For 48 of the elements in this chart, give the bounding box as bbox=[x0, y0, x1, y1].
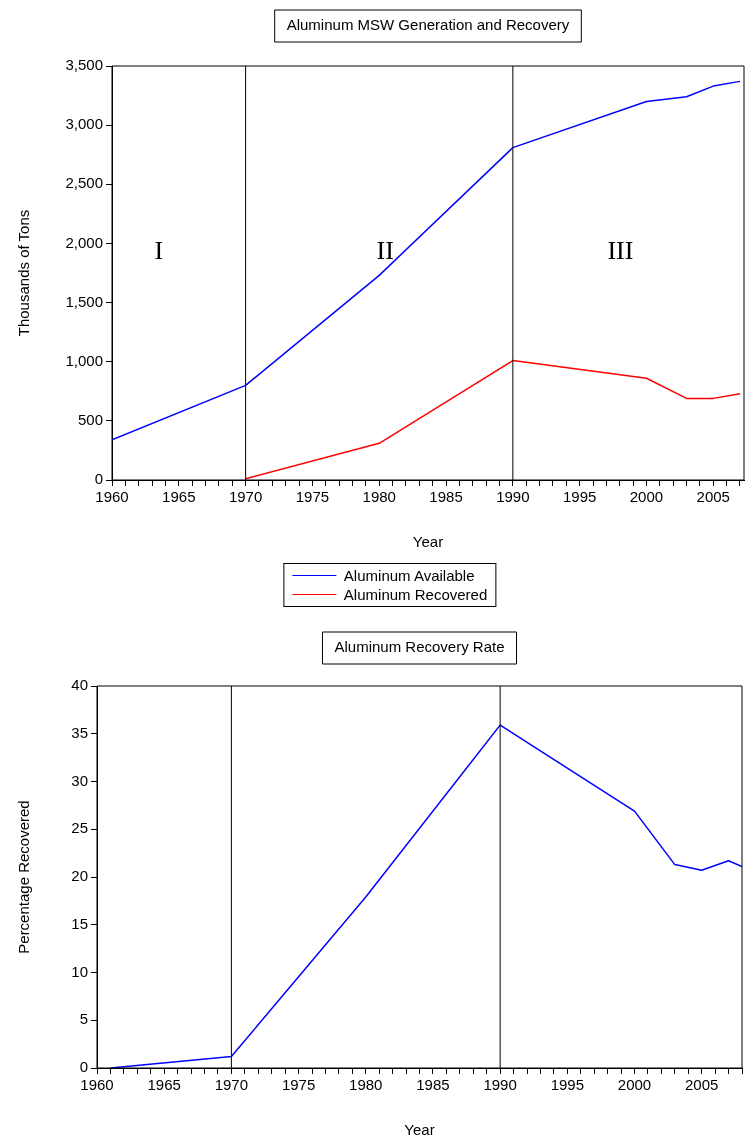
x-tick-label: 1975 bbox=[281, 1076, 316, 1094]
x-tick-label: 1990 bbox=[483, 1076, 517, 1094]
y-tick-label: 3,000 bbox=[65, 115, 103, 133]
x-tick-label: 1995 bbox=[562, 488, 597, 506]
annotation: II bbox=[376, 236, 394, 266]
y-tick-label: 0 bbox=[79, 1058, 88, 1076]
y-tick-label: 35 bbox=[71, 723, 88, 741]
y-tick-label: 40 bbox=[71, 676, 88, 694]
x-tick-label: 2000 bbox=[629, 488, 664, 506]
y-tick-label: 1,500 bbox=[65, 292, 103, 310]
x-tick-label: 2005 bbox=[696, 488, 730, 506]
legend-label: Aluminum Recovered bbox=[343, 585, 488, 604]
x-tick-label: 1965 bbox=[147, 1076, 181, 1094]
y-tick-label: 500 bbox=[77, 411, 103, 428]
y-axis-title: Percentage Recovered bbox=[15, 800, 33, 954]
annotation: I bbox=[154, 236, 164, 266]
x-tick-label: 1980 bbox=[362, 488, 396, 506]
x-tick-label: 1960 bbox=[95, 488, 129, 506]
x-axis-title: Year bbox=[404, 1121, 435, 1139]
legend-label: Aluminum Available bbox=[343, 566, 475, 585]
x-tick-label: 1970 bbox=[228, 488, 263, 506]
x-tick-label: 1990 bbox=[496, 488, 530, 506]
chart-title: Aluminum Recovery Rate bbox=[334, 638, 505, 656]
chart-title: Aluminum MSW Generation and Recovery bbox=[286, 16, 570, 34]
x-tick-label: 1995 bbox=[550, 1076, 584, 1094]
x-tick-label: 1985 bbox=[429, 488, 463, 506]
y-tick-label: 3,500 bbox=[65, 56, 103, 74]
x-axis-title: Year bbox=[412, 533, 444, 551]
x-tick-label: 2000 bbox=[617, 1076, 652, 1094]
y-tick-label: 2,500 bbox=[65, 174, 103, 192]
y-tick-label: 30 bbox=[71, 771, 88, 789]
x-tick-label: 1975 bbox=[295, 488, 330, 506]
y-tick-label: 20 bbox=[71, 867, 88, 885]
y-tick-label: 25 bbox=[71, 819, 88, 837]
y-tick-label: 10 bbox=[71, 962, 88, 980]
y-tick-label: 2,000 bbox=[65, 233, 103, 251]
y-tick-label: 15 bbox=[71, 914, 88, 932]
x-tick-label: 1980 bbox=[349, 1076, 383, 1094]
annotation: III bbox=[607, 236, 634, 266]
x-tick-label: 2005 bbox=[685, 1076, 719, 1094]
y-tick-label: 5 bbox=[79, 1010, 88, 1028]
x-tick-label: 1965 bbox=[162, 488, 196, 506]
y-tick-label: 1,000 bbox=[65, 351, 103, 369]
y-tick-label: 0 bbox=[94, 470, 103, 488]
x-tick-label: 1970 bbox=[214, 1076, 249, 1094]
x-tick-label: 1985 bbox=[416, 1076, 450, 1094]
x-tick-label: 1960 bbox=[80, 1076, 114, 1094]
y-axis-title: Thousands of Tons bbox=[15, 209, 33, 337]
